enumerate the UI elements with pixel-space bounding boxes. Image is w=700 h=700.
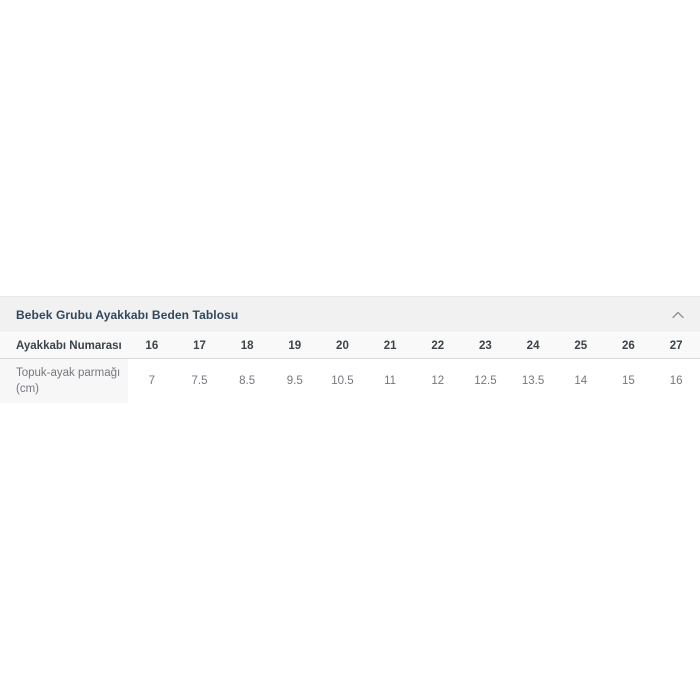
- heel-toe-label-line2: (cm): [16, 383, 39, 395]
- shoe-size-cell: 22: [413, 333, 462, 359]
- shoe-size-cell: 20: [318, 333, 367, 359]
- heel-toe-value-cell: 7: [128, 358, 176, 403]
- table-row-heel-toe: Topuk-ayak parmağı (cm) 7 7.5 8.5 9.5 10…: [0, 358, 700, 403]
- size-chart-title: Bebek Grubu Ayakkabı Beden Tablosu: [16, 307, 239, 322]
- size-chart-accordion-header[interactable]: Bebek Grubu Ayakkabı Beden Tablosu: [0, 296, 700, 332]
- heel-toe-value-cell: 7.5: [175, 358, 224, 403]
- size-table: Ayakkabı Numarası 16 17 18 19 20 21 22 2…: [0, 333, 700, 403]
- shoe-size-cell: 23: [461, 333, 510, 359]
- heel-toe-value-cell: 12.5: [461, 358, 510, 403]
- heel-toe-value-cell: 10.5: [318, 358, 367, 403]
- size-chart-widget: Bebek Grubu Ayakkabı Beden Tablosu Ayakk…: [0, 296, 700, 403]
- heel-toe-value-cell: 9.5: [270, 358, 319, 403]
- shoe-size-cell: 21: [366, 333, 414, 359]
- heel-toe-value-cell: 14: [556, 358, 605, 403]
- shoe-size-cell: 18: [223, 333, 271, 359]
- table-row-shoe-number: Ayakkabı Numarası 16 17 18 19 20 21 22 2…: [0, 333, 700, 359]
- chevron-up-icon[interactable]: [670, 307, 686, 323]
- shoe-size-cell: 26: [604, 333, 653, 359]
- heel-toe-value-cell: 8.5: [223, 358, 271, 403]
- shoe-size-cell: 17: [175, 333, 224, 359]
- shoe-size-cell: 19: [270, 333, 319, 359]
- shoe-size-cell: 25: [556, 333, 605, 359]
- heel-toe-value-cell: 13.5: [509, 358, 557, 403]
- shoe-size-cell: 27: [652, 333, 700, 359]
- heel-toe-value-cell: 12: [413, 358, 462, 403]
- shoe-size-cell: 16: [128, 333, 176, 359]
- row-header-shoe-number: Ayakkabı Numarası: [0, 333, 128, 359]
- heel-toe-label-line1: Topuk-ayak parmağı: [16, 367, 121, 379]
- heel-toe-value-cell: 16: [652, 358, 700, 403]
- heel-toe-value-cell: 11: [366, 358, 414, 403]
- shoe-size-cell: 24: [509, 333, 557, 359]
- row-header-heel-toe: Topuk-ayak parmağı (cm): [0, 358, 128, 403]
- heel-toe-value-cell: 15: [604, 358, 653, 403]
